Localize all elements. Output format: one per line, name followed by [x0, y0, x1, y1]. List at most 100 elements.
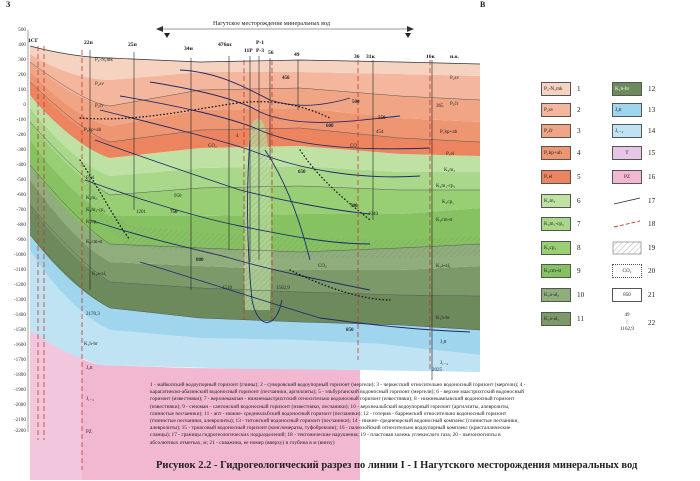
layer-p2sv	[30, 54, 480, 106]
well-label: 16к	[426, 54, 435, 60]
depth-label: 1201	[136, 210, 146, 215]
legend-item: K₂cp₁ 8	[541, 241, 589, 255]
well-label: 36	[354, 54, 360, 60]
layer-pz	[30, 330, 360, 480]
y-tick: -800	[16, 222, 26, 228]
y-tick: -1600	[13, 342, 26, 348]
layer-label: K₁a-al₁	[92, 272, 107, 277]
legend-swatch: K₂m₁-cp₂	[541, 217, 571, 231]
legend-item: P₂čr 3	[541, 124, 589, 138]
isoline-label: 450	[282, 76, 290, 81]
legend-swatch: J₃tt	[612, 103, 642, 117]
legend-item: J₁₋₂ 14	[612, 124, 660, 138]
co2-label: CO₂	[350, 144, 359, 149]
layer-label: J₃tt	[86, 366, 93, 371]
layer-k1aal3	[30, 165, 480, 270]
layer-j12	[30, 250, 480, 372]
well-label: 49	[294, 52, 300, 58]
y-tick: 100	[18, 87, 26, 93]
legend-swatch: K₂m₂	[541, 194, 571, 208]
legend-well-icon: 49 | 1162,9	[620, 313, 634, 332]
legend-swatch: P₁kp+ab	[541, 146, 571, 160]
layers	[30, 46, 480, 480]
well-label: 1СГ	[28, 38, 39, 44]
depth-label: 1510	[222, 286, 232, 291]
layer-label: P₂čr	[450, 102, 459, 107]
well-label: 25п	[128, 42, 137, 48]
legend-swatch: P₂-N₁mk	[541, 82, 571, 96]
y-tick: -700	[16, 207, 26, 213]
layer-k1hbr	[30, 205, 480, 330]
layer-label: P₁el	[446, 152, 455, 157]
isoline-label: 550	[378, 116, 386, 121]
y-tick: 200	[18, 72, 26, 78]
y-tick: -1300	[13, 297, 26, 303]
y-tick: -1000	[13, 252, 26, 258]
legend-swatch: J₁₋₂	[612, 124, 642, 138]
layer-label: K₂cp₁	[86, 220, 98, 225]
legend-swatch: K₂cm-st	[541, 264, 571, 278]
legend-item: 18	[612, 217, 660, 231]
legend-item: J₃tt 13	[612, 103, 660, 117]
legend-gas-hatch-icon	[612, 241, 642, 255]
legend-boundary-line-icon	[613, 197, 641, 205]
layer-p2n1mk	[30, 46, 480, 80]
depth-label: 1562,9	[276, 286, 290, 291]
y-tick: 300	[18, 57, 26, 63]
y-tick: -400	[16, 162, 26, 168]
depth-label: 365	[436, 104, 444, 109]
legend-swatch: P₂čr	[541, 124, 571, 138]
well-label: Р-3	[256, 48, 265, 54]
dome-core-hatch	[244, 118, 272, 310]
isoline-label: 700	[350, 204, 358, 209]
legend-item: T 15	[612, 146, 660, 160]
layer-p1kpab	[30, 72, 480, 142]
layer-label: J₁₋₂	[440, 361, 449, 366]
layer-label: K₂m₁-cp₂	[86, 208, 106, 213]
y-tick: -1500	[13, 327, 26, 333]
layer-label: K₂m₁-cp₂	[436, 184, 456, 189]
legend-swatch: K₁a-al₁	[541, 312, 571, 326]
layer-k1aal1	[30, 180, 480, 296]
layer-label: K₁h-br	[436, 316, 450, 321]
depth-label: 2170,3	[86, 312, 100, 317]
y-tick: -900	[16, 237, 26, 243]
east-marker: В	[480, 0, 486, 9]
isoline-label: 600	[326, 124, 334, 129]
layer-label: K₂m₂	[444, 168, 455, 173]
gas-deposit	[80, 170, 480, 258]
layer-label: K₂cp₁	[442, 200, 454, 205]
y-tick: 400	[18, 42, 26, 48]
layer-label: K₂cm-st	[436, 218, 453, 223]
layer-label: P₂kp+ab	[84, 128, 102, 133]
legend-fault-line-icon	[613, 220, 641, 228]
well-label: 56	[268, 50, 274, 56]
layer-label: P₁kp+ab	[440, 130, 458, 135]
legend-swatch: PZ	[612, 170, 642, 184]
y-tick: 0	[23, 102, 26, 108]
legend-item: K₂cm-st 9	[541, 264, 589, 278]
well-shafts	[89, 50, 433, 380]
layer-label: PZ	[86, 430, 92, 435]
y-tick: 500	[18, 27, 26, 33]
layer-label: K₂cm-st	[86, 240, 103, 245]
legend-item: K₁a-al₃ 10	[541, 288, 589, 302]
legend-item: K₁h-br 12	[612, 82, 660, 96]
legend-item: 19	[612, 241, 660, 255]
legend-item: PZ 16	[612, 170, 660, 184]
y-tick: -1400	[13, 312, 26, 318]
legend-swatch: P₂sv	[541, 103, 571, 117]
depth-label: 454	[376, 130, 384, 135]
layer-j3tt	[30, 235, 480, 355]
well-label: 476пс	[218, 42, 233, 48]
isoline-label: 500	[352, 100, 360, 105]
isoline-label: 950	[174, 194, 182, 199]
legend-item: P₂sv 2	[541, 103, 589, 117]
well-label: 34н	[184, 46, 193, 52]
y-tick: -2200	[13, 428, 26, 434]
isoline-label: 750	[170, 210, 178, 215]
y-tick: -1800	[13, 372, 26, 378]
depth-label: 1040	[368, 212, 378, 217]
